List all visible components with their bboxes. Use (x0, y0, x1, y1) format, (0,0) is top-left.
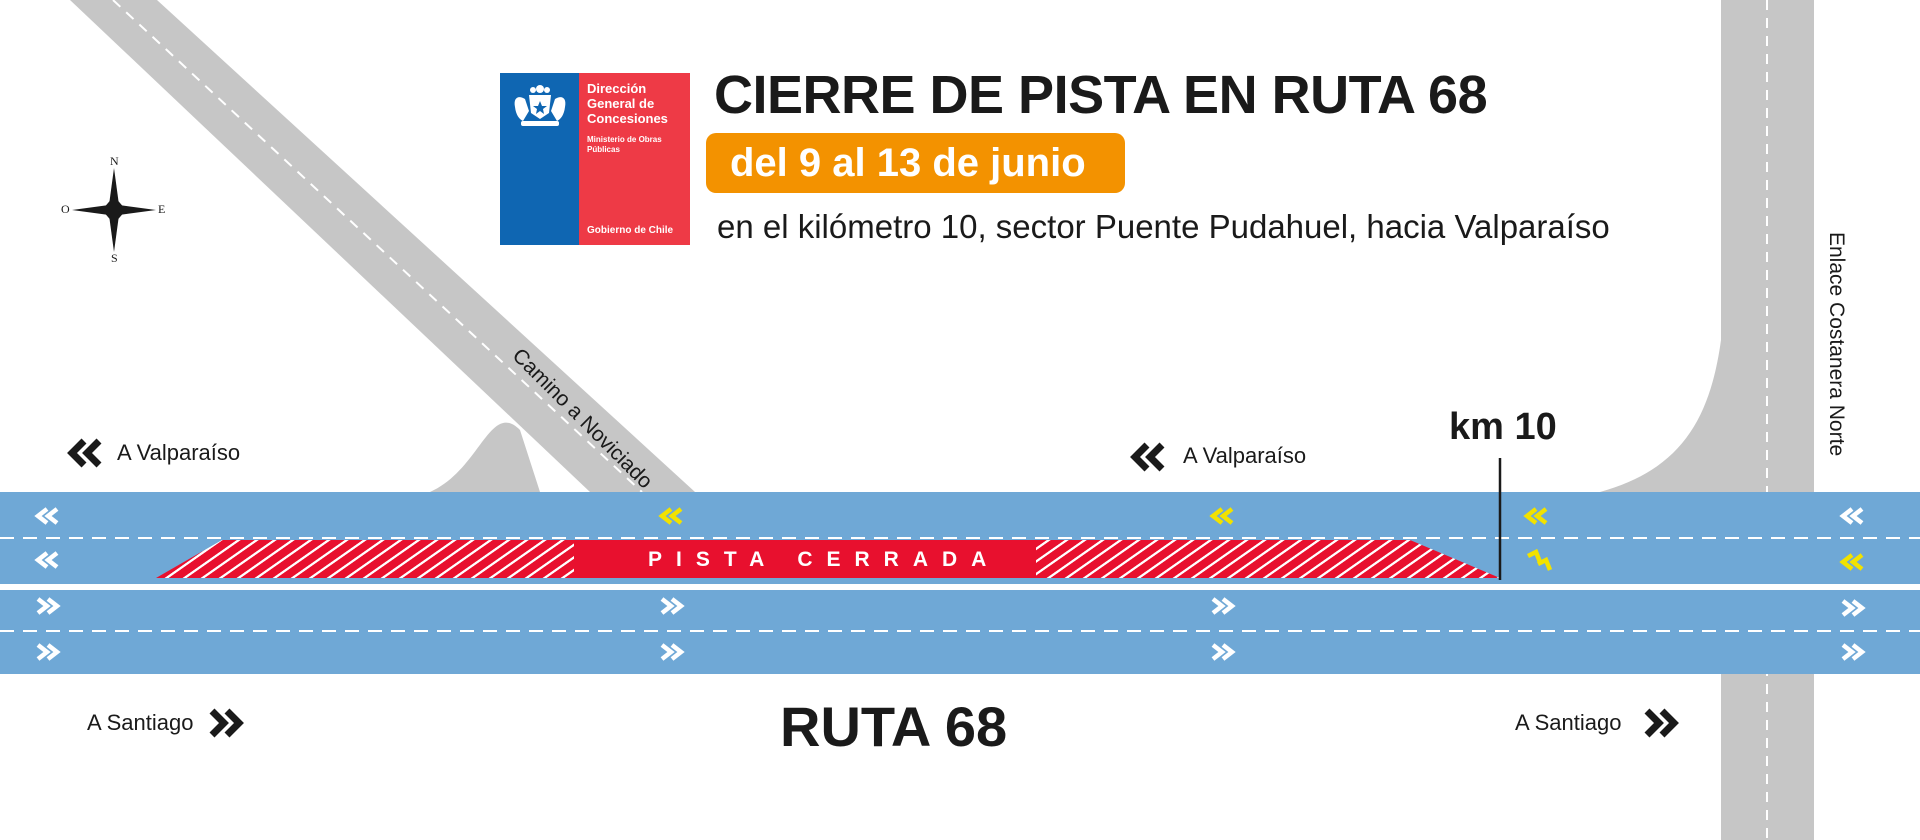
route-name: RUTA 68 (780, 695, 1008, 758)
logo-government: Gobierno de Chile (587, 225, 674, 236)
double-chevron-left-icon (72, 441, 99, 465)
page-subtitle: en el kilómetro 10, sector Puente Pudahu… (717, 208, 1610, 245)
enlace-road (1600, 0, 1814, 840)
km-marker-label: km 10 (1449, 406, 1557, 448)
compass-east: E (158, 202, 166, 216)
logo-agency-name: Dirección General de Concesiones (587, 81, 668, 126)
ruta-68-highway (0, 492, 1920, 674)
lane-chevrons (38, 509, 1862, 659)
label-to-santiago-left: A Santiago (87, 710, 194, 735)
label-to-valparaiso-right: A Valparaíso (1183, 443, 1307, 468)
compass-south: S (111, 251, 118, 265)
closed-lane-label: PISTA CERRADA (648, 548, 1001, 571)
camino-road (70, 0, 695, 493)
dgc-logo: Dirección General de Concesiones Ministe… (500, 73, 690, 245)
closed-lane (156, 540, 1500, 578)
compass-rose-icon (72, 168, 156, 252)
compass-west: O (61, 202, 70, 216)
page-title: CIERRE DE PISTA EN RUTA 68 (714, 65, 1488, 125)
double-chevron-left-icon (1135, 445, 1162, 469)
logo-ministry: Ministerio de Obras Públicas (587, 135, 662, 154)
compass-north: N (110, 154, 119, 168)
logo-red-panel: Dirección General de Concesiones Ministe… (579, 73, 690, 245)
merge-arrow-icon (1526, 548, 1553, 571)
double-chevron-right-icon (1647, 711, 1674, 735)
logo-blue-panel (500, 73, 579, 245)
label-to-valparaiso-left: A Valparaíso (117, 440, 241, 465)
date-badge: del 9 al 13 de junio (706, 133, 1125, 193)
label-enlace-costanera: Enlace Costanera Norte (1825, 232, 1848, 457)
chile-crest-icon (514, 85, 566, 126)
label-to-santiago-right: A Santiago (1515, 710, 1622, 735)
double-chevron-right-icon (212, 711, 239, 735)
